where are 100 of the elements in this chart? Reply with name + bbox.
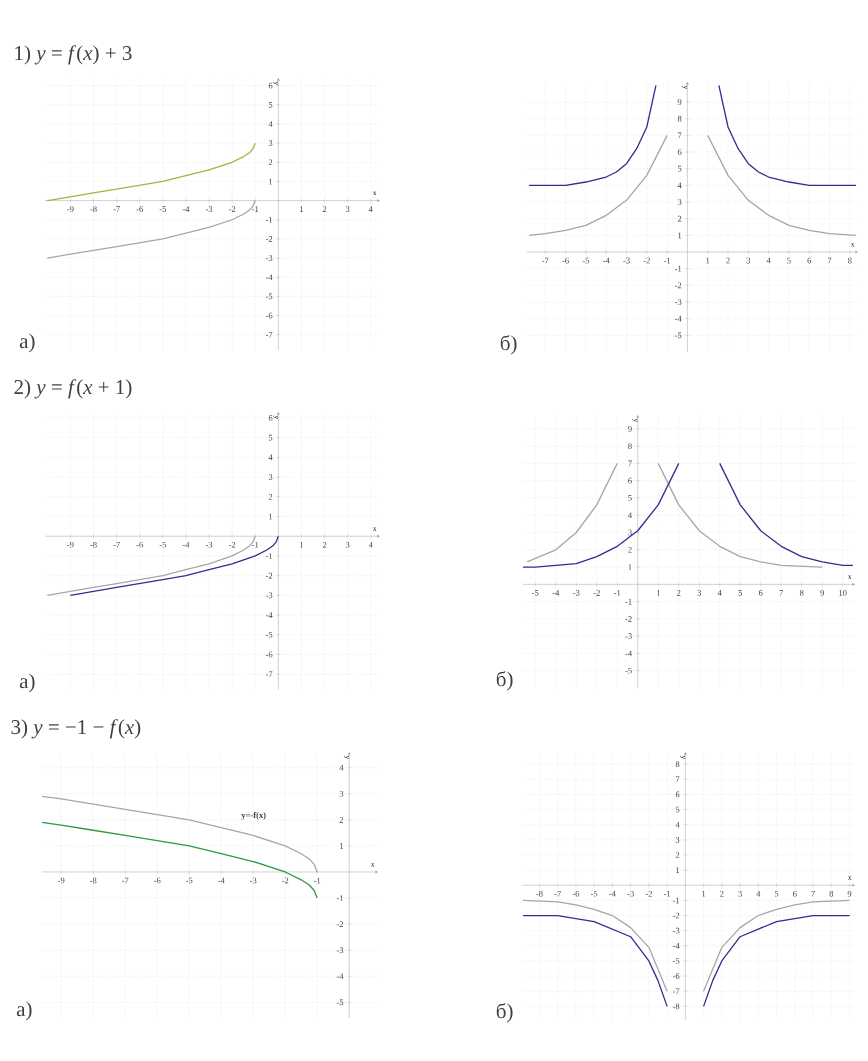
- text: б): [496, 1002, 513, 1023]
- x-tick-label: 3: [345, 541, 350, 548]
- x-tick-label: -3: [205, 541, 213, 548]
- text: а): [19, 673, 35, 693]
- x-tick-label: -8: [89, 877, 97, 884]
- y-tick-label: 1: [340, 843, 344, 849]
- x-tick-label: -6: [153, 877, 161, 884]
- x-tick-label: 8: [829, 890, 834, 897]
- y-tick-label: 5: [675, 806, 680, 813]
- y-tick-label: -4: [674, 315, 682, 322]
- x-tick-label: -2: [645, 890, 652, 897]
- y-tick-label: -2: [674, 282, 682, 289]
- y-tick-label: -3: [674, 299, 682, 305]
- y-tick-label: 5: [268, 434, 273, 441]
- line-series: [46, 535, 256, 597]
- x-tick-label: -9: [67, 206, 74, 212]
- x-tick-label: -3: [573, 590, 580, 596]
- x-tick-label: 1: [300, 206, 304, 212]
- y-tick-label: 3: [628, 529, 632, 536]
- y-tick-label: 7: [675, 776, 680, 783]
- y-tick-label: 4: [268, 454, 273, 461]
- y-tick-label: -6: [265, 312, 273, 319]
- x-tick-label: 6: [807, 257, 812, 264]
- x-tick-label: -5: [159, 541, 167, 548]
- x-tick-label: -4: [217, 877, 225, 884]
- x-tick-label: 6: [758, 590, 763, 596]
- text: а): [16, 1001, 32, 1021]
- y-tick-label: 9: [628, 425, 632, 432]
- y-tick-label: -1: [625, 598, 632, 605]
- y-tick-label: -1: [336, 895, 344, 901]
- x-tick-label: -6: [562, 257, 569, 264]
- x-tick-label: -4: [609, 890, 616, 897]
- x-tick-label: -1: [252, 541, 259, 548]
- x-tick-label: -2: [228, 541, 236, 548]
- y-tick-label: 2: [677, 215, 682, 222]
- y-tick-label: 3: [675, 836, 680, 843]
- y-tick-label: 1: [678, 232, 682, 239]
- y-tick-label: -4: [336, 973, 344, 980]
- x-tick-label: 7: [779, 590, 784, 596]
- x-tick-label: -5: [159, 206, 167, 212]
- x-tick-label: 2: [720, 890, 724, 897]
- y-tick-label: -5: [625, 667, 632, 674]
- y-tick-label: -3: [625, 633, 632, 640]
- x-tick-label: 5: [787, 257, 791, 264]
- y-tick-label: -6: [265, 651, 273, 658]
- x-tick-label: -2: [593, 590, 600, 596]
- x-tick-label: 4: [368, 541, 373, 548]
- y-tick-label: 9: [677, 99, 682, 105]
- y-tick-label: -5: [265, 631, 273, 638]
- y-tick-label: -5: [265, 293, 273, 300]
- x-tick-label: 1: [702, 890, 706, 897]
- x-tick-label: -8: [90, 206, 97, 212]
- x-tick-label: -7: [113, 206, 120, 212]
- x-tick-label: -5: [532, 590, 539, 596]
- x-tick-label: -1: [663, 890, 671, 897]
- x-tick-label: 3: [746, 257, 751, 264]
- y-tick-label: -8: [672, 1003, 680, 1010]
- x-tick-label: 3: [738, 890, 742, 897]
- x-tick-label: 1: [656, 590, 660, 596]
- x-tick-label: 2: [726, 257, 730, 264]
- y-tick-label: 6: [677, 149, 682, 155]
- text: а): [19, 333, 35, 353]
- y-tick-label: -7: [265, 331, 273, 338]
- y-tick-label: 4: [339, 764, 344, 771]
- x-tick-label: -1: [663, 257, 671, 264]
- y-tick-label: -6: [672, 973, 680, 979]
- x-tick-label: -4: [182, 541, 190, 548]
- y-tick-label: 1: [269, 178, 273, 185]
- x-tick-label: -7: [542, 257, 549, 264]
- y-tick-label: -5: [674, 332, 682, 339]
- y-tick-label: 6: [675, 791, 680, 798]
- x-tick-label: -6: [136, 206, 144, 212]
- x-tick-label: 1: [706, 257, 710, 264]
- x-tick-label: 2: [322, 206, 327, 212]
- chart-title: 2) y = f(x + 1): [14, 379, 132, 399]
- text: б): [496, 670, 513, 691]
- annotation: y=-f(x): [241, 811, 266, 820]
- x-tick-label: -8: [536, 890, 543, 897]
- y-tick-label: 1: [676, 867, 680, 873]
- chart-title: 3) y = −1 − f(x): [11, 719, 141, 739]
- y-tick-label: 3: [268, 474, 273, 480]
- x-tick-label: -1: [313, 877, 321, 884]
- y-tick-label: 4: [628, 512, 632, 519]
- x-tick-label: 4: [756, 890, 761, 897]
- y-tick-label: 2: [268, 159, 273, 166]
- y-tick-label: -4: [265, 612, 273, 618]
- x-tick-label: -2: [228, 206, 236, 212]
- y-tick-label: -2: [265, 572, 273, 579]
- y-tick-label: 7: [628, 460, 632, 467]
- x-tick-label: 7: [828, 257, 832, 264]
- y-tick-label: -1: [265, 216, 273, 223]
- y-tick-label: -4: [265, 274, 273, 281]
- y-tick-label: -2: [672, 912, 680, 919]
- y-tick-label: 3: [677, 199, 682, 205]
- x-tick-label: -3: [205, 206, 213, 212]
- line-series: [41, 795, 318, 873]
- x-tick-label: -1: [614, 590, 621, 596]
- y-tick-label: -7: [265, 671, 273, 678]
- y-tick-label: 2: [268, 493, 273, 500]
- y-tick-label: 1: [628, 564, 632, 570]
